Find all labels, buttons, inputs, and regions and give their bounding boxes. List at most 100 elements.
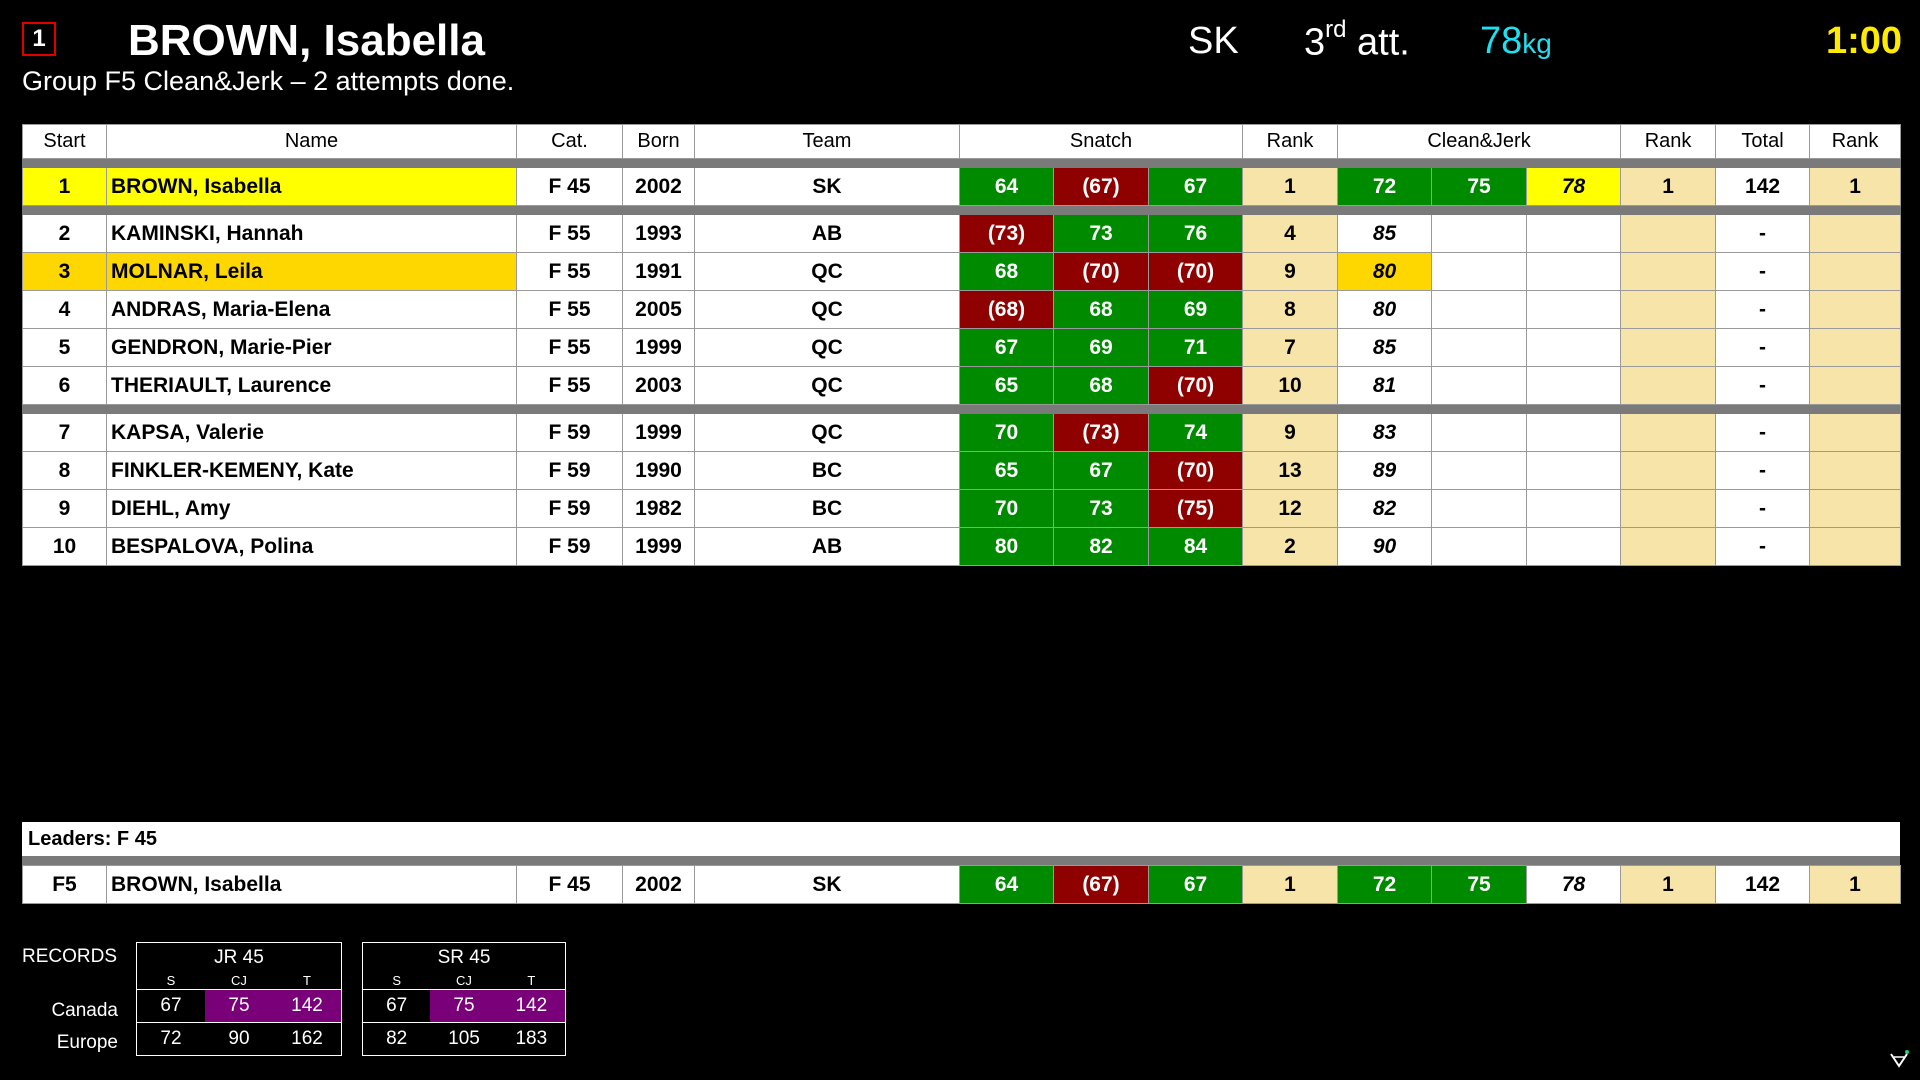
cj-rank bbox=[1620, 366, 1717, 405]
cell-team: AB bbox=[694, 527, 960, 566]
snatch-attempt-3: 67 bbox=[1148, 865, 1243, 904]
col-name: Name bbox=[106, 124, 517, 159]
snatch-attempt-1: 70 bbox=[959, 489, 1054, 528]
group-info: Group F5 Clean&Jerk – 2 attempts done. bbox=[22, 66, 515, 96]
cj-attempt-3 bbox=[1526, 214, 1622, 253]
cell-name: KAMINSKI, Hannah bbox=[106, 214, 517, 253]
total-rank bbox=[1809, 489, 1902, 528]
cell-name: GENDRON, Marie-Pier bbox=[106, 328, 517, 367]
record-sub-label: CJ bbox=[231, 973, 247, 988]
col-total: Total bbox=[1715, 124, 1811, 159]
cj-attempt-1: 80 bbox=[1337, 252, 1433, 291]
attempt-clock: 1:00 bbox=[1826, 20, 1903, 62]
cell-start: 4 bbox=[22, 290, 107, 329]
athlete-row: 7 KAPSA, Valerie F 59 1999 QC 70 (73) 74 9 83 - bbox=[22, 413, 1902, 452]
header-row: Start Name Cat. Born Team Snatch Rank Cl… bbox=[22, 124, 1902, 159]
record-value: 82 bbox=[386, 1028, 408, 1049]
total: 142 bbox=[1715, 865, 1810, 904]
snatch-attempt-2: (70) bbox=[1053, 252, 1149, 291]
cj-attempt-1: 72 bbox=[1337, 865, 1432, 904]
total-rank bbox=[1809, 214, 1902, 253]
cj-rank bbox=[1620, 328, 1717, 367]
snatch-attempt-2: 67 bbox=[1053, 451, 1149, 490]
total-rank bbox=[1809, 252, 1902, 291]
total-rank bbox=[1809, 451, 1902, 490]
current-athlete-name: BROWN, Isabella bbox=[128, 16, 485, 65]
cj-attempt-1: 89 bbox=[1337, 451, 1433, 490]
record-value: 142 bbox=[273, 990, 341, 1022]
attempt-number: 3 bbox=[1304, 21, 1326, 64]
total-rank bbox=[1809, 527, 1902, 566]
cell-team: QC bbox=[694, 328, 960, 367]
snatch-attempt-2: (67) bbox=[1053, 865, 1149, 904]
cell-start: 1 bbox=[22, 167, 107, 206]
cell-start: 9 bbox=[22, 489, 107, 528]
record-sub-label: S bbox=[392, 973, 401, 988]
athlete-row: 5 GENDRON, Marie-Pier F 55 1999 QC 67 69 71 7 85 - bbox=[22, 328, 1902, 367]
cj-attempt-2 bbox=[1431, 489, 1528, 528]
snatch-attempt-2: 73 bbox=[1053, 214, 1149, 253]
cell-team: QC bbox=[694, 252, 960, 291]
cj-attempt-2 bbox=[1431, 527, 1528, 566]
leaders-separator bbox=[22, 856, 1900, 865]
snatch-attempt-2: (73) bbox=[1053, 413, 1149, 452]
col-cj-rank: Rank bbox=[1620, 124, 1717, 159]
cell-born: 2002 bbox=[622, 167, 695, 206]
cj-attempt-1: 83 bbox=[1337, 413, 1433, 452]
snatch-rank: 1 bbox=[1242, 167, 1339, 206]
cj-attempt-3 bbox=[1526, 328, 1622, 367]
cell-start: 7 bbox=[22, 413, 107, 452]
snatch-rank: 8 bbox=[1242, 290, 1339, 329]
category-separator bbox=[21, 404, 1902, 414]
total-rank: 1 bbox=[1809, 865, 1901, 904]
records-label: RECORDS bbox=[22, 946, 118, 967]
weight-unit: kg bbox=[1522, 28, 1552, 59]
cell-start: 6 bbox=[22, 366, 107, 405]
snatch-attempt-1: (73) bbox=[959, 214, 1054, 253]
athlete-row: 6 THERIAULT, Laurence F 55 2003 QC 65 68 (70) 10… bbox=[22, 366, 1902, 405]
cell-cat: F 55 bbox=[516, 328, 623, 367]
cj-rank: 1 bbox=[1620, 167, 1717, 206]
cj-attempt-3 bbox=[1526, 451, 1622, 490]
cell-cat: F 55 bbox=[516, 214, 623, 253]
snatch-attempt-1: 80 bbox=[959, 527, 1054, 566]
snatch-rank: 7 bbox=[1242, 328, 1339, 367]
record-value: 67 bbox=[160, 995, 182, 1016]
cj-attempt-2: 75 bbox=[1431, 167, 1528, 206]
cell-name: BESPALOVA, Polina bbox=[106, 527, 517, 566]
record-value: 67 bbox=[386, 995, 408, 1016]
cell-cat: F 45 bbox=[516, 167, 623, 206]
cell-start: 3 bbox=[22, 252, 107, 291]
cell-name: KAPSA, Valerie bbox=[106, 413, 517, 452]
cell-team: SK bbox=[694, 167, 960, 206]
attempt-word: att. bbox=[1357, 21, 1410, 64]
cj-rank: 1 bbox=[1620, 865, 1716, 904]
snatch-attempt-3: 69 bbox=[1147, 290, 1244, 329]
cell-cat: F 59 bbox=[516, 527, 623, 566]
athlete-row: 2 KAMINSKI, Hannah F 55 1993 AB (73) 73 76 4 85 - bbox=[22, 214, 1902, 253]
col-total-rank: Rank bbox=[1809, 124, 1902, 159]
record-value: 75 bbox=[205, 990, 273, 1022]
results-table: Start Name Cat. Born Team Snatch Rank Cl… bbox=[21, 124, 1902, 566]
snatch-attempt-2: 82 bbox=[1053, 527, 1149, 566]
record-sub-label: T bbox=[303, 973, 311, 988]
record-row-label: Canada bbox=[51, 1000, 118, 1021]
current-athlete-banner: 1 BROWN, Isabella Group F5 Clean&Jerk – … bbox=[0, 0, 1920, 120]
snatch-attempt-1: 65 bbox=[959, 366, 1054, 405]
cj-attempt-2 bbox=[1431, 328, 1528, 367]
current-start-number: 1 bbox=[22, 22, 56, 56]
cj-attempt-1: 85 bbox=[1337, 328, 1433, 367]
cell-cat: F 55 bbox=[516, 366, 623, 405]
leader-row: F5 BROWN, Isabella F 45 2002 SK 64 (67) 67 1 72 75… bbox=[22, 865, 1901, 904]
cj-rank bbox=[1620, 290, 1717, 329]
leaders-table: F5 BROWN, Isabella F 45 2002 SK 64 (67) 67 1 72 75… bbox=[22, 865, 1901, 904]
cell-start: 8 bbox=[22, 451, 107, 490]
total: 142 bbox=[1715, 167, 1811, 206]
cell-name: BROWN, Isabella bbox=[106, 167, 517, 206]
col-cleanjerk: Clean&Jerk bbox=[1337, 124, 1622, 159]
cell-name: ANDRAS, Maria-Elena bbox=[106, 290, 517, 329]
total: - bbox=[1715, 489, 1811, 528]
cell-cat: F 45 bbox=[516, 865, 623, 904]
snatch-rank: 1 bbox=[1242, 865, 1338, 904]
snatch-attempt-2: 68 bbox=[1053, 366, 1149, 405]
